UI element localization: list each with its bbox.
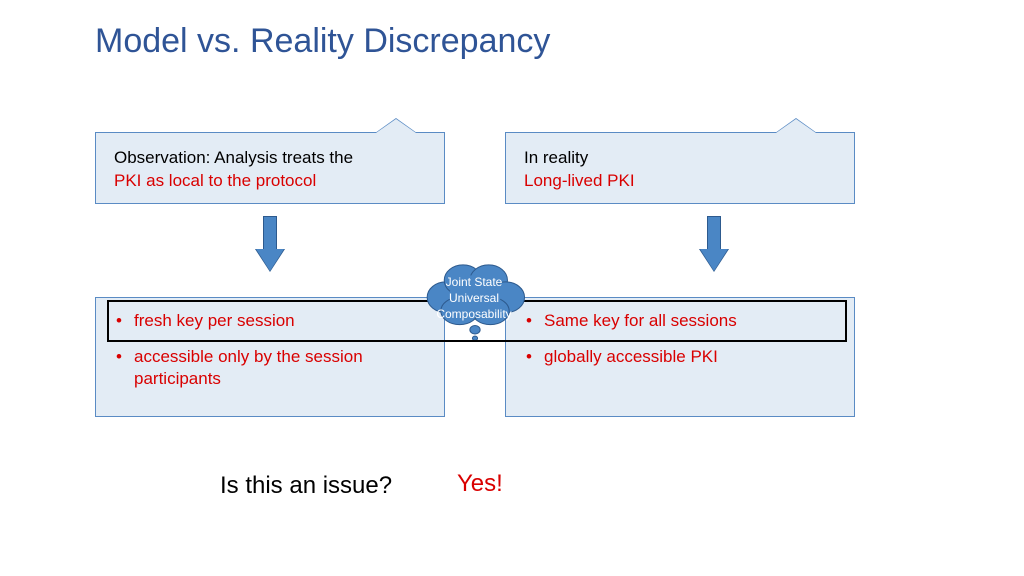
bullet-accessible: accessible only by the session participa… [106, 346, 434, 390]
bullet-fresh-key: fresh key per session [106, 310, 434, 332]
question-text: Is this an issue? [220, 472, 392, 500]
box-reality: In reality Long-lived PKI [505, 132, 855, 204]
bullet-same-key: Same key for all sessions [516, 310, 844, 332]
notch [776, 119, 816, 133]
cloud-line3: Composability [413, 306, 535, 322]
slide-title: Model vs. Reality Discrepancy [95, 22, 550, 61]
cloud-line2: Universal [413, 290, 535, 306]
answer-text: Yes! [457, 470, 503, 498]
box-model-props: fresh key per session accessible only by… [95, 297, 445, 417]
observation-line1: Observation: Analysis treats the [114, 147, 426, 170]
notch [376, 119, 416, 133]
cloud-line1: Joint State [413, 274, 535, 290]
observation-line2: PKI as local to the protocol [114, 170, 426, 193]
reality-line1: In reality [524, 147, 836, 170]
box-observation: Observation: Analysis treats the PKI as … [95, 132, 445, 204]
reality-line2: Long-lived PKI [524, 170, 836, 193]
box-reality-props: Same key for all sessions globally acces… [505, 297, 855, 417]
cloud-label: Joint State Universal Composability [413, 274, 535, 323]
arrow-left [256, 216, 284, 274]
arrow-right [700, 216, 728, 274]
bullet-global-pki: globally accessible PKI [516, 346, 844, 368]
